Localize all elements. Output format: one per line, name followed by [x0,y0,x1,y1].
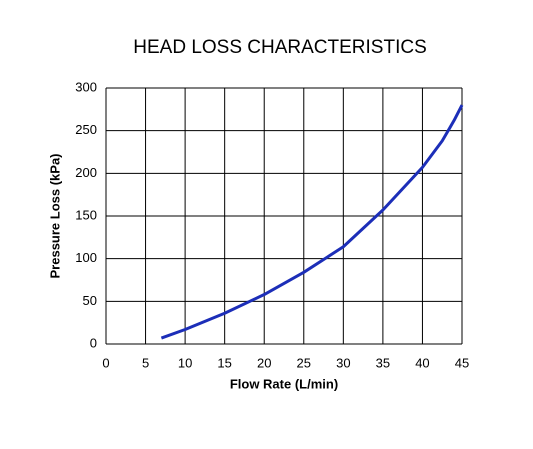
data-line [160,104,464,340]
y-tick-label: 250 [75,122,97,137]
chart-title: HEAD LOSS CHARACTERISTICS [133,37,427,58]
x-tick-label: 5 [142,355,149,370]
y-tick-label: 0 [90,335,97,350]
y-tick-label: 200 [75,165,97,180]
x-tick-label: 10 [178,355,192,370]
x-tick-label: 35 [376,355,390,370]
x-tick-label: 40 [415,355,429,370]
x-tick-label: 30 [336,355,350,370]
x-tick-label: 0 [102,355,109,370]
x-axis-label: Flow Rate (L/min) [230,376,338,391]
y-tick-label: 300 [75,79,97,94]
x-tick-label: 15 [217,355,231,370]
x-tick-label: 45 [455,355,469,370]
x-tick-label: 20 [257,355,271,370]
y-tick-label: 100 [75,250,97,265]
y-tick-label: 50 [83,293,97,308]
x-tick-label: 25 [297,355,311,370]
y-axis-label: Pressure Loss (kPa) [47,153,62,278]
y-tick-label: 150 [75,207,97,222]
